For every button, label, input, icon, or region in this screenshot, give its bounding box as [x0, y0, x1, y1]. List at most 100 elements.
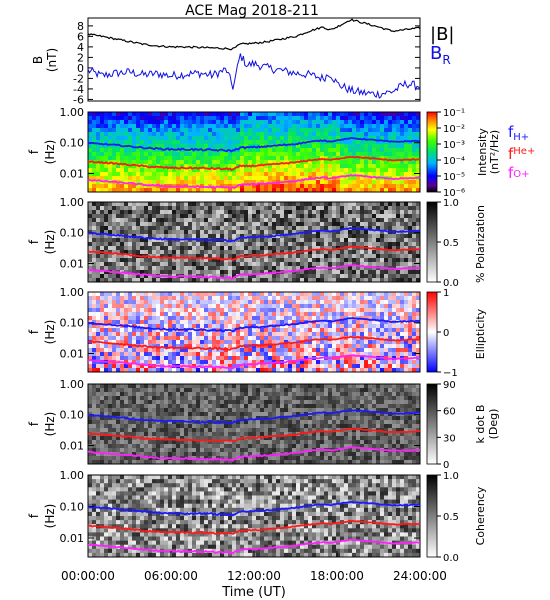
spectrogram-cell — [416, 270, 421, 275]
spectrogram-cell — [260, 140, 265, 145]
spectrogram-cell — [180, 218, 185, 223]
spectrogram-cell — [328, 172, 333, 177]
spectrogram-cell — [296, 184, 301, 189]
spectrogram-cell — [100, 144, 105, 149]
spectrogram-cell — [120, 184, 125, 189]
spectrogram-cell — [132, 144, 137, 149]
spectrogram-cell — [180, 266, 185, 271]
spectrogram-cell — [220, 308, 225, 313]
spectrogram-cell — [228, 202, 233, 207]
spectrogram-cell — [196, 230, 201, 235]
spectrogram-cell — [128, 112, 133, 117]
spectrogram-cell — [136, 336, 141, 341]
spectrogram-cell — [132, 352, 137, 357]
spectrogram-cell — [196, 254, 201, 259]
spectrogram-cell — [384, 270, 389, 275]
spectrogram-cell — [312, 116, 317, 121]
spectrogram-cell — [100, 274, 105, 279]
spectrogram-cell — [396, 296, 401, 301]
spectrogram-cell — [164, 140, 169, 145]
spectrogram-cell — [164, 112, 169, 117]
spectrogram-cell — [152, 206, 157, 211]
spectrogram-cell — [140, 300, 145, 305]
spectrogram-cell — [308, 368, 313, 373]
spectrogram-cell — [380, 160, 385, 165]
spectrogram-cell — [412, 188, 417, 193]
spectrogram-cell — [168, 214, 173, 219]
spectrogram-cell — [360, 184, 365, 189]
spectrogram-cell — [288, 250, 293, 255]
spectrogram-cell — [388, 164, 393, 169]
spectrogram-cell — [136, 132, 141, 137]
spectrogram-cell — [340, 364, 345, 369]
spectrogram-cell — [236, 360, 241, 365]
spectrogram-cell — [368, 210, 373, 215]
spectrogram-cell — [108, 164, 113, 169]
spectrogram-cell — [348, 210, 353, 215]
spectrogram-cell — [92, 226, 97, 231]
spectrogram-cell — [332, 344, 337, 349]
spectrogram-cell — [212, 332, 217, 337]
spectrogram-cell — [212, 340, 217, 345]
spectrogram-cell — [260, 352, 265, 357]
spectrogram-cell — [204, 250, 209, 255]
spectrogram-cell — [288, 344, 293, 349]
spectrogram-cell — [292, 210, 297, 215]
spectrogram-cell — [296, 320, 301, 325]
spectrogram-cell — [244, 316, 249, 321]
spectrogram-cell — [244, 360, 249, 365]
spectrogram-cell — [320, 152, 325, 157]
spectrogram-cell — [196, 344, 201, 349]
spectrogram-cell — [252, 156, 257, 161]
spectrogram-cell — [140, 218, 145, 223]
spectrogram-cell — [100, 184, 105, 189]
spectrogram-cell — [168, 308, 173, 313]
spectrogram-cell — [120, 274, 125, 279]
spectrogram-cell — [280, 300, 285, 305]
spectrogram-cell — [392, 344, 397, 349]
spectrogram-cell — [352, 320, 357, 325]
spectrogram-cell — [308, 136, 313, 141]
spectrogram-cell — [184, 246, 189, 251]
spectrogram-cell — [304, 218, 309, 223]
spectrogram-cell — [160, 144, 165, 149]
spectrogram-cell — [212, 116, 217, 121]
spectrogram-cell — [104, 254, 109, 259]
spectrogram-cell — [184, 296, 189, 301]
spectrogram-cell — [288, 206, 293, 211]
spectrogram-cell — [180, 124, 185, 129]
spectrogram-cell — [408, 112, 413, 117]
spectrogram-cell — [272, 172, 277, 177]
spectrogram-cell — [164, 242, 169, 247]
spectrogram-cell — [124, 356, 129, 361]
spectrogram-cell — [408, 230, 413, 235]
spectrogram-cell — [176, 206, 181, 211]
spectrogram-cell — [356, 324, 361, 329]
spectrogram-cell — [340, 180, 345, 185]
spectrogram-cell — [92, 210, 97, 215]
spectrogram-cell — [108, 132, 113, 137]
spectrogram-cell — [192, 258, 197, 263]
spectrogram-cell — [364, 160, 369, 165]
spectrogram-cell — [144, 292, 149, 297]
spectrogram-cell — [100, 266, 105, 271]
spectrogram-cell — [144, 210, 149, 215]
spectrogram-cell — [260, 360, 265, 365]
spectrogram-cell — [300, 136, 305, 141]
spectrogram-cell — [232, 336, 237, 341]
spectrogram-cell — [144, 270, 149, 275]
spectrogram-cell — [240, 242, 245, 247]
spectrogram-cell — [276, 292, 281, 297]
spectrogram-cell — [288, 262, 293, 267]
spectrogram-cell — [408, 218, 413, 223]
spectrogram-cell — [244, 296, 249, 301]
spectrogram-cell — [248, 300, 253, 305]
spectrogram-cell — [332, 254, 337, 259]
spectrogram-cell — [188, 120, 193, 125]
spectrogram-cell — [208, 360, 213, 365]
spectrogram-cell — [332, 250, 337, 255]
spectrogram-cell — [112, 254, 117, 259]
spectrogram-cell — [288, 184, 293, 189]
spectrogram-cell — [364, 230, 369, 235]
spectrogram-cell — [292, 356, 297, 361]
